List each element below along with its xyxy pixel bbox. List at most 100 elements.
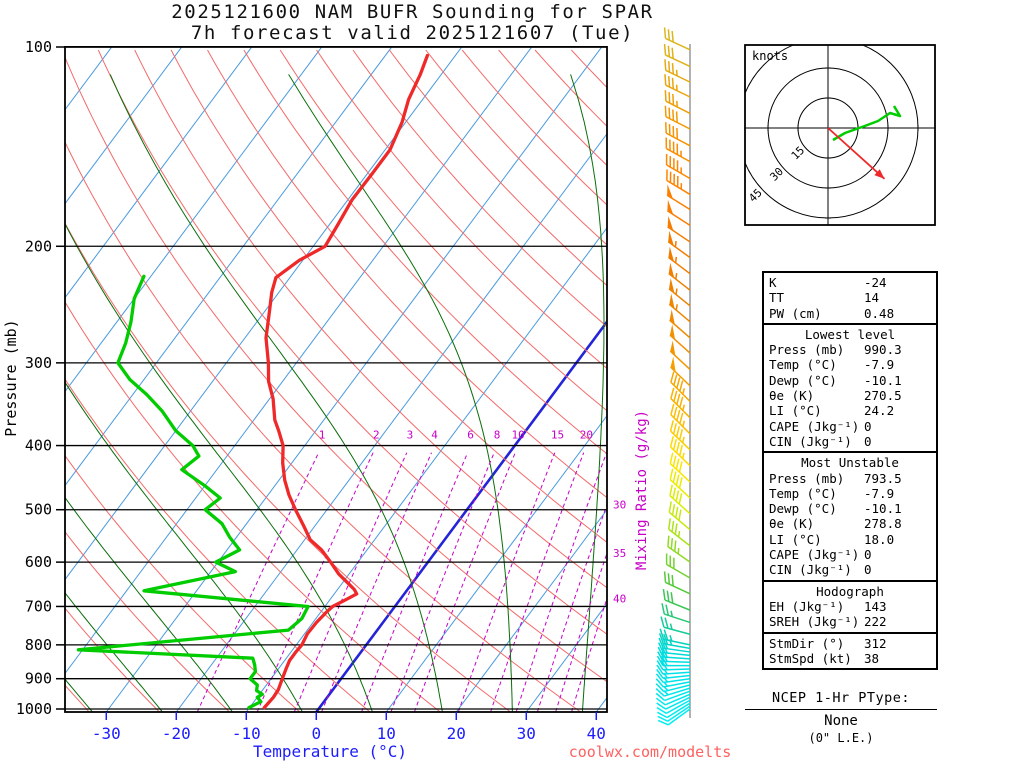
wind-barb [669, 340, 691, 371]
stat-value: 990.3 [864, 342, 902, 358]
watermark-text: coolwx.com/modelts [569, 743, 732, 761]
wind-barb [667, 230, 691, 259]
wind-barb [666, 169, 691, 196]
stat-value: 24.2 [864, 403, 895, 419]
stat-row: TT 14 [764, 290, 936, 305]
pressure-axis-labels: 100 200 300 400 500 600 700 800 900 1000 [16, 38, 65, 718]
stat-row: Temp (°C) -7.9 [764, 486, 936, 501]
svg-text:0: 0 [311, 724, 321, 743]
stats-section-header: Most Unstable [801, 455, 899, 471]
svg-text:35: 35 [613, 547, 626, 560]
pressure-lines-group [65, 46, 607, 710]
wind-barb [667, 246, 691, 275]
wind-barb [664, 74, 691, 98]
stat-row: Dewp (°C) -10.1 [764, 373, 936, 388]
stat-label: Press (mb) [769, 342, 845, 358]
svg-text:500: 500 [25, 501, 52, 519]
wind-barb [659, 628, 691, 646]
wind-barb [656, 660, 691, 671]
stat-value: -7.9 [864, 485, 895, 501]
svg-text:200: 200 [25, 237, 52, 255]
dry-adiabats-group [65, 49, 607, 712]
stat-row: CIN (Jkg⁻¹) 0 [764, 562, 936, 577]
wind-barb [657, 646, 691, 660]
svg-text:1000: 1000 [16, 700, 52, 718]
stat-value: 143 [864, 598, 887, 614]
dewpoint-curve [76, 274, 310, 710]
svg-text:-30: -30 [92, 724, 121, 743]
svg-text:4: 4 [431, 429, 438, 442]
chart-subtitle: 7h forecast valid 2025121607 (Tue) [190, 22, 635, 44]
wind-barb [656, 655, 690, 667]
stat-row: CAPE (Jkg⁻¹) 0 [764, 419, 936, 434]
stat-value: 793.5 [864, 470, 902, 486]
stat-value: 0.48 [864, 305, 895, 321]
mixing-ratio-group [196, 452, 607, 712]
stat-row: CIN (Jkg⁻¹) 0 [764, 434, 936, 449]
stat-label: StmSpd (kt) [769, 650, 852, 666]
ptype-value: None [824, 713, 858, 729]
stat-label: CIN (Jkg⁻¹) [769, 433, 852, 449]
svg-text:1: 1 [319, 429, 326, 442]
wind-barb [665, 137, 691, 163]
stat-row: EH (Jkg⁻¹) 143 [764, 599, 936, 614]
hodograph-trace [832, 105, 902, 142]
chart-title-block: 2025121600 NAM BUFR Sounding for SPAR 7h… [60, 2, 765, 44]
stat-label: K [769, 275, 777, 290]
wind-barb [658, 633, 691, 650]
wind-barb [663, 27, 691, 51]
stat-label: Dewp (°C) [769, 372, 837, 388]
wind-barb [665, 154, 691, 180]
stat-value: 38 [864, 650, 880, 666]
stat-label: Temp (°C) [769, 485, 837, 501]
stat-value: 0 [864, 433, 872, 449]
stat-row: PW (cm) 0.48 [764, 306, 936, 321]
stat-value: 0 [864, 547, 872, 563]
svg-text:8: 8 [494, 429, 501, 442]
wind-barb [668, 262, 691, 291]
wind-barb [656, 664, 691, 675]
stats-divider [764, 631, 936, 634]
stat-label: Dewp (°C) [769, 501, 837, 517]
svg-text:-10: -10 [232, 724, 261, 743]
wind-barb [669, 484, 691, 515]
wind-barb [655, 690, 691, 702]
plot-area [65, 46, 607, 712]
wind-barb [664, 105, 691, 130]
temperature-curve [262, 53, 430, 710]
chart-title: 2025121600 NAM BUFR Sounding for SPAR [171, 1, 654, 23]
hodograph-frame [744, 44, 936, 226]
mixing-ratio-axis-title: Mixing Ratio (g/kg) [634, 410, 650, 570]
wind-barb [655, 683, 691, 693]
wind-barb [669, 420, 691, 451]
stat-value: 0 [864, 418, 872, 434]
knots-label: knots [752, 49, 788, 63]
wind-barb [655, 687, 691, 697]
stat-row: θe (K) 270.5 [764, 388, 936, 403]
stat-row: Press (mb) 793.5 [764, 471, 936, 486]
wind-barb [670, 387, 691, 419]
svg-text:100: 100 [25, 38, 52, 56]
stats-divider [764, 322, 936, 325]
stat-value: 0 [864, 562, 872, 578]
pressure-axis-title: Pressure (mb) [2, 319, 20, 436]
stats-divider [764, 451, 936, 454]
stat-row: Temp (°C) -7.9 [764, 357, 936, 372]
stat-row: θe (K) 278.8 [764, 516, 936, 531]
svg-text:6: 6 [467, 429, 474, 442]
stat-label: CAPE (Jkg⁻¹) [769, 418, 860, 434]
stat-value: -24 [864, 275, 887, 290]
stat-label: CIN (Jkg⁻¹) [769, 562, 852, 578]
wind-barb [655, 693, 691, 706]
stat-label: Press (mb) [769, 470, 845, 486]
stat-label: Temp (°C) [769, 357, 837, 373]
svg-text:400: 400 [25, 437, 52, 455]
wind-barb [665, 553, 691, 579]
svg-text:40: 40 [613, 593, 626, 606]
wind-barb [657, 642, 691, 657]
wind-barb [655, 673, 691, 684]
stat-label: StmDir (°) [769, 635, 845, 651]
wind-barb [666, 184, 691, 211]
stat-label: θe (K) [769, 388, 815, 404]
svg-text:40: 40 [587, 724, 606, 743]
